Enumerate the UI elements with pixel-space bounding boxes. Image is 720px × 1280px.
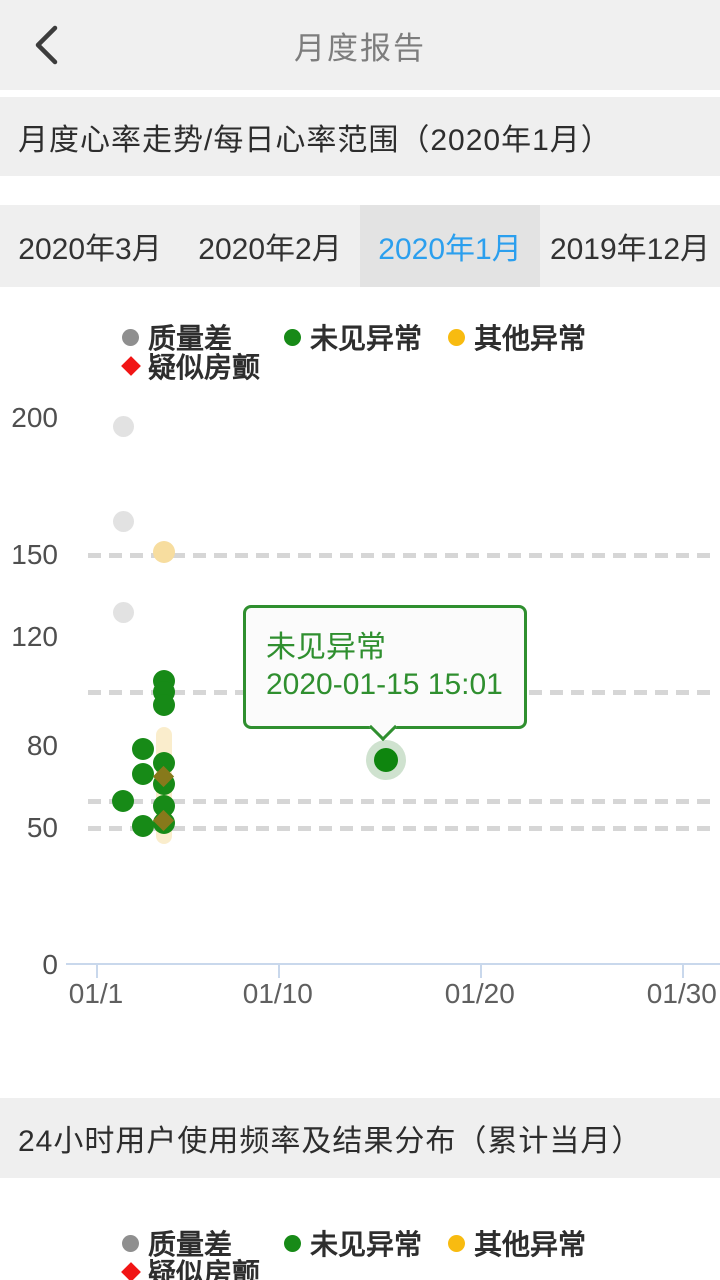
- tab-month-0[interactable]: 2020年3月: [18, 233, 162, 266]
- suspected-afib-diamond-icon: [121, 1262, 141, 1280]
- section-title-heart-rate-trend: 月度心率走势/每日心率范围（2020年1月）: [18, 123, 612, 157]
- page-title: 月度报告: [294, 30, 426, 66]
- legend-label-other-abnormality: 其他异常: [474, 1229, 587, 1260]
- legend-item-other-abnormality: 其他异常: [448, 323, 586, 354]
- legend-label-suspected-afib: 疑似房颤: [148, 1258, 261, 1280]
- x-axis-tick: [479, 963, 482, 978]
- reference-line-150: [88, 552, 712, 558]
- data-point[interactable]: [112, 511, 134, 533]
- no-abnormality-dot-icon: [284, 328, 301, 346]
- data-point[interactable]: [132, 762, 155, 785]
- x-axis-line: [66, 963, 720, 965]
- tooltip-datetime: 2020-01-15 15:01: [266, 668, 503, 701]
- y-axis-label: 80: [26, 730, 58, 762]
- chart-legend-top: 质量差 未见异常 其他异常疑似房颤: [0, 323, 720, 385]
- app-header: 月度报告: [0, 0, 720, 90]
- legend-label-quality-poor: 质量差: [148, 1229, 233, 1260]
- legend-item-no-abnormality: 未见异常: [284, 1229, 422, 1260]
- y-axis-label: 120: [11, 620, 58, 652]
- other-abnormality-dot-icon: [448, 328, 465, 346]
- data-point[interactable]: [132, 737, 155, 760]
- chart-legend-bottom: 质量差 未见异常 其他异常疑似房颤: [0, 1229, 720, 1280]
- section-usage-distribution-header: 24小时用户使用频率及结果分布（累计当月）: [0, 1098, 720, 1178]
- legend-item-suspected-afib: 疑似房颤: [121, 1258, 260, 1280]
- legend-label-no-abnormality: 未见异常: [310, 323, 423, 354]
- other-abnormality-dot-icon: [448, 1234, 465, 1252]
- legend-label-no-abnormality: 未见异常: [310, 1229, 423, 1260]
- legend-item-quality-poor: 质量差: [122, 1229, 232, 1260]
- x-axis-tick: [277, 963, 280, 978]
- x-axis-tick: [96, 963, 98, 978]
- x-axis-label: 01/1: [68, 978, 124, 1009]
- legend-item-no-abnormality: 未见异常: [284, 323, 422, 354]
- data-point[interactable]: [112, 415, 134, 437]
- data-point[interactable]: [152, 694, 175, 717]
- legend-label-quality-poor: 质量差: [148, 323, 233, 354]
- data-point[interactable]: [112, 601, 134, 623]
- data-point[interactable]: [112, 789, 135, 812]
- back-button[interactable]: [18, 15, 74, 75]
- tab-month-2[interactable]: 2020年1月: [360, 205, 540, 287]
- y-axis-label: 50: [26, 812, 58, 844]
- data-point[interactable]: [152, 541, 175, 563]
- reference-line-60: [88, 798, 712, 804]
- data-point[interactable]: [152, 795, 175, 818]
- quality-poor-dot-icon: [122, 1234, 139, 1252]
- selected-point: [373, 747, 398, 772]
- tooltip-result-label: 未见异常: [266, 631, 386, 664]
- y-axis-label: 0: [42, 949, 58, 980]
- tab-month-3[interactable]: 2019年12月: [549, 233, 711, 266]
- x-axis-label: 01/30: [646, 978, 717, 1009]
- tab-month-1[interactable]: 2020年2月: [198, 233, 342, 266]
- legend-item-other-abnormality: 其他异常: [448, 1229, 586, 1260]
- heart-rate-scatter-chart: 质量差 未见异常 其他异常 疑似房颤 200 150 120 80 50 0 01/1 01/10 0…: [0, 287, 720, 1098]
- x-axis-label: 01/10: [242, 978, 313, 1009]
- data-point[interactable]: [132, 814, 155, 837]
- y-axis-label: 150: [11, 538, 58, 570]
- legend-item-suspected-afib: 疑似房颤: [121, 352, 260, 383]
- no-abnormality-dot-icon: [284, 1234, 301, 1252]
- tooltip: 未见异常 2020-01-15 15:01: [243, 605, 527, 742]
- y-axis-label: 200: [11, 402, 58, 433]
- month-tab-bar: 2020年3月 2020年2月 2020年1月 2019年12月: [0, 205, 720, 287]
- tooltip-arrow: [368, 712, 398, 742]
- suspected-afib-diamond-icon: [121, 356, 141, 376]
- quality-poor-dot-icon: [122, 328, 139, 346]
- legend-label-suspected-afib: 疑似房颤: [148, 352, 261, 383]
- legend-item-quality-poor: 质量差: [122, 323, 232, 354]
- chevron-left-icon: [35, 25, 58, 65]
- x-axis-tick: [681, 963, 684, 978]
- data-point[interactable]: [152, 751, 175, 774]
- x-axis-label: 01/20: [444, 978, 515, 1009]
- selected-point-halo[interactable]: [365, 739, 406, 780]
- legend-label-other-abnormality: 其他异常: [474, 323, 587, 354]
- section-title-usage-distribution: 24小时用户使用频率及结果分布（累计当月）: [18, 1125, 643, 1158]
- reference-line-50: [88, 826, 712, 832]
- section-heart-rate-trend-header: 月度心率走势/每日心率范围（2020年1月）: [0, 97, 720, 176]
